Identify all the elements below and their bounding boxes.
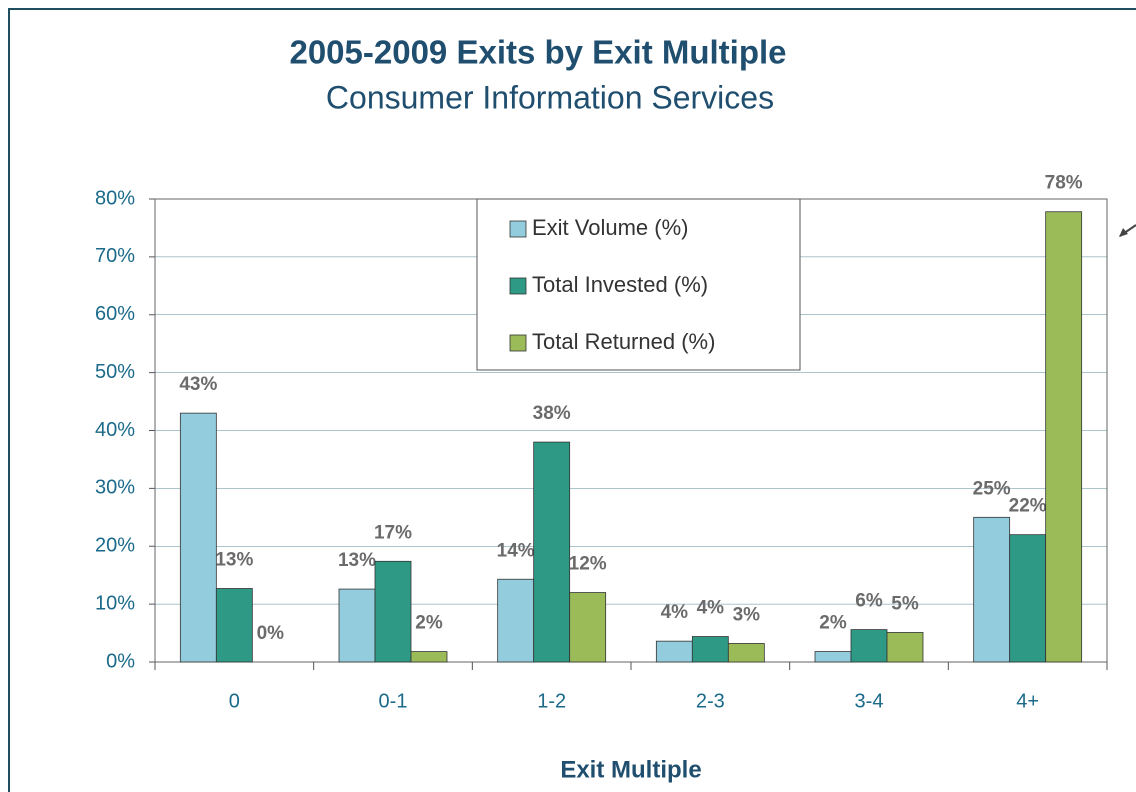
data-label: 3% xyxy=(733,604,761,625)
x-tick-label: 3-4 xyxy=(855,690,884,712)
data-label: 5% xyxy=(891,593,919,614)
bar xyxy=(691,636,729,663)
frame xyxy=(8,8,1136,792)
data-label: 6% xyxy=(855,591,883,612)
data-label: 2% xyxy=(415,613,443,634)
bar xyxy=(727,643,765,663)
bar xyxy=(374,560,412,663)
x-tick-label: 0 xyxy=(229,690,240,712)
y-tick-label: 70% xyxy=(95,245,135,267)
bar xyxy=(410,651,448,663)
y-tick-label: 50% xyxy=(95,361,135,383)
legend-label: Exit Volume (%) xyxy=(532,215,689,240)
x-tick-label: 1-2 xyxy=(537,690,566,712)
data-label: 0% xyxy=(257,623,285,644)
y-tick-label: 30% xyxy=(95,477,135,499)
data-label: 25% xyxy=(973,478,1011,499)
arrow-head xyxy=(1119,228,1128,237)
data-label: 38% xyxy=(533,403,571,424)
data-label: 43% xyxy=(179,374,217,395)
y-tick-label: 0% xyxy=(106,650,135,672)
y-tick-label: 40% xyxy=(95,419,135,441)
bar xyxy=(569,592,607,663)
legend-label: Total Invested (%) xyxy=(532,272,708,297)
legend-box xyxy=(476,198,801,371)
x-axis-label: Exit Multiple xyxy=(560,756,701,783)
y-tick-label: 20% xyxy=(95,535,135,557)
data-label: 14% xyxy=(497,540,535,561)
bar xyxy=(179,412,217,663)
data-label: 78% xyxy=(1045,173,1083,194)
y-tick-label: 80% xyxy=(95,187,135,209)
data-label: 4% xyxy=(697,598,725,619)
bar xyxy=(973,516,1011,663)
bar xyxy=(1045,211,1083,663)
legend-swatch xyxy=(509,277,527,295)
bar xyxy=(850,629,888,663)
data-label: 12% xyxy=(569,554,607,575)
x-tick-label: 2-3 xyxy=(696,690,725,712)
bar xyxy=(655,640,693,663)
y-tick-label: 10% xyxy=(95,592,135,614)
bar xyxy=(497,578,535,663)
legend-swatch xyxy=(509,220,527,238)
x-tick-label: 4+ xyxy=(1016,690,1039,712)
bar xyxy=(814,651,852,663)
data-label: 13% xyxy=(215,550,253,571)
data-label: 4% xyxy=(661,602,689,623)
chart-subtitle: Consumer Information Services xyxy=(326,79,774,115)
legend-swatch xyxy=(509,334,527,352)
data-label: 17% xyxy=(374,522,412,543)
legend-label: Total Returned (%) xyxy=(532,329,715,354)
bar xyxy=(215,588,253,663)
bar xyxy=(338,588,376,663)
x-tick-label: 0-1 xyxy=(379,690,408,712)
bar xyxy=(886,632,924,663)
bar xyxy=(533,441,571,663)
bar xyxy=(1009,534,1047,663)
y-tick-label: 60% xyxy=(95,303,135,325)
data-label: 13% xyxy=(338,550,376,571)
chart-title: 2005-2009 Exits by Exit Multiple xyxy=(289,34,786,71)
data-label: 2% xyxy=(819,613,847,634)
data-label: 22% xyxy=(1009,496,1047,517)
